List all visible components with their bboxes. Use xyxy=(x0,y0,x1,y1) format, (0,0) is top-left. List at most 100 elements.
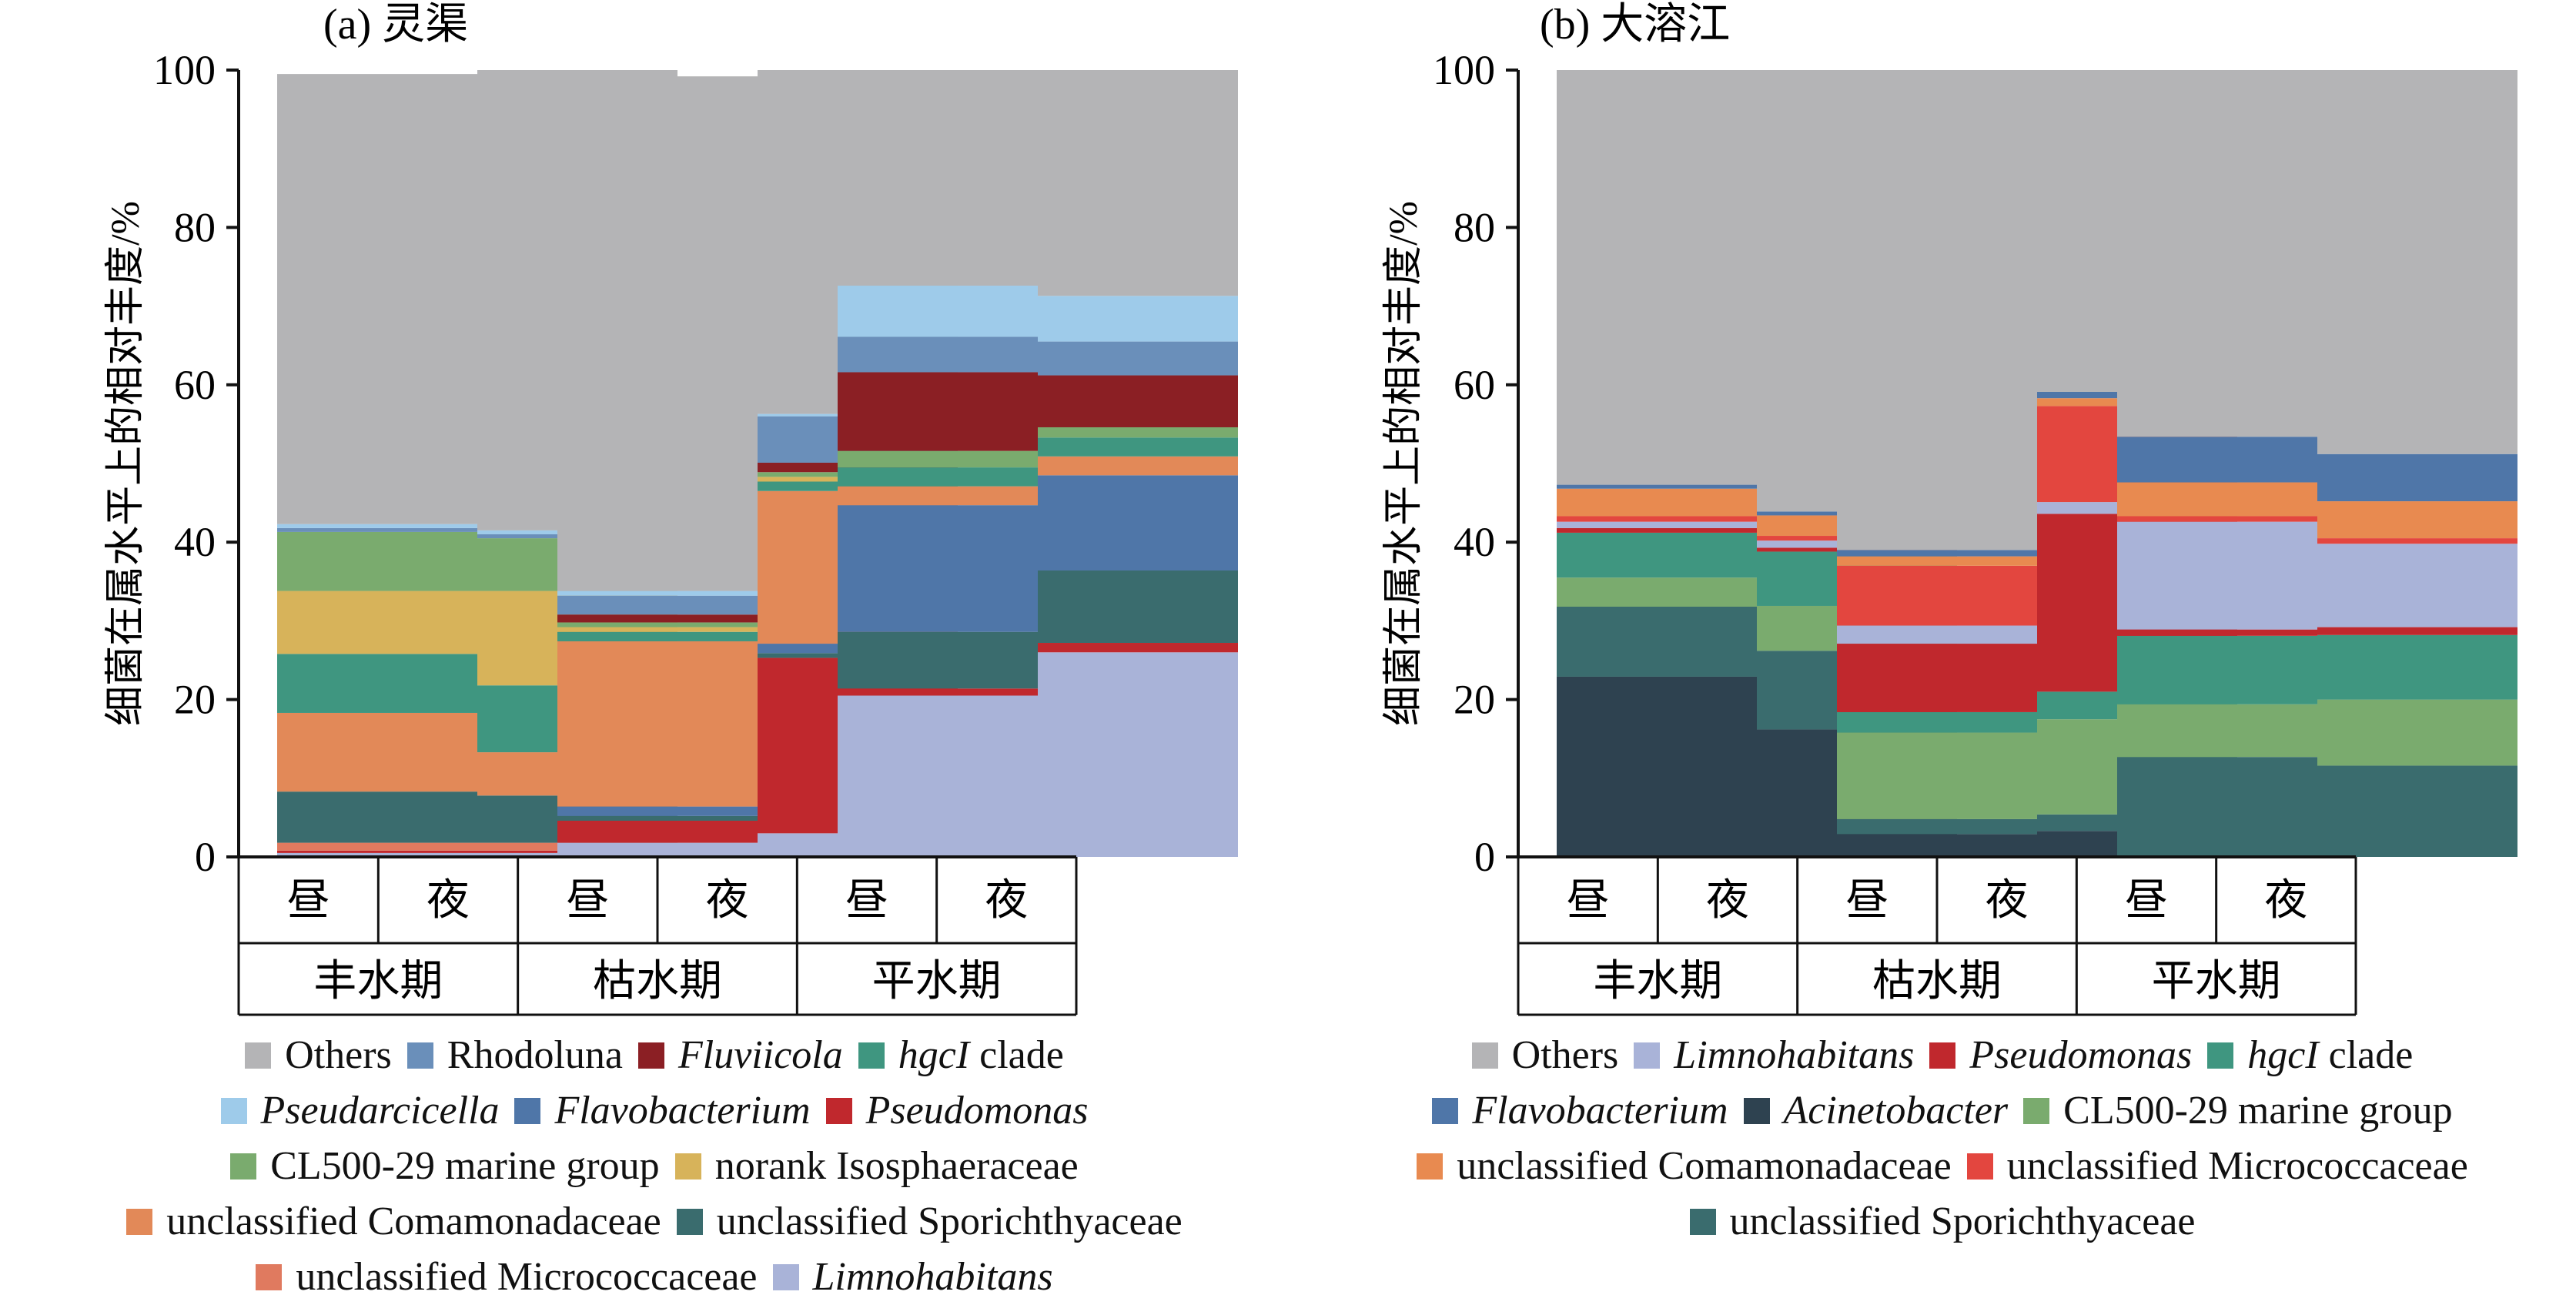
legend-item: Fluviicola xyxy=(638,1028,843,1083)
bar-segment-b-0-unclassified-sporichthyaceae xyxy=(1557,607,1757,677)
legend-swatch xyxy=(1929,1042,1956,1069)
legend-a: Others Rhodoluna Fluviicola hgcI clade Pseud… xyxy=(0,1028,1309,1305)
bar-segment-b-5-unclassified-comamonadaceae xyxy=(2317,501,2517,539)
bar-segment-a-5-pseudomonas xyxy=(1038,643,1238,653)
legend-row: Pseudarcicella Flavobacterium Pseudomonas xyxy=(0,1083,1309,1139)
bar-segment-b-4-pseudomonas xyxy=(2117,629,2317,636)
bar-segment-a-4-unclassified-sporichthyaceae xyxy=(838,631,1038,689)
bar-segment-b-4-others xyxy=(2117,70,2317,437)
y-tick-label-a-100: 100 xyxy=(153,47,216,93)
bar-segment-a-0-unclassified-micrococcaceae xyxy=(277,842,477,851)
bar-segment-a-2-norank-isosphaeraceae xyxy=(557,627,758,632)
legend-swatch xyxy=(1966,1153,1993,1180)
bar-segment-b-4-cl500-29-marine-group xyxy=(2117,704,2317,758)
x-category-label-a-2: 昼 xyxy=(566,875,609,925)
bar-segment-a-5-flavobacterium xyxy=(1038,475,1238,571)
legend-row: CL500-29 marine group norank Isosphaerace… xyxy=(0,1139,1309,1194)
bar-segment-a-5-unclassified-comamonadaceae xyxy=(1038,456,1238,476)
x-group-label-a-1: 枯水期 xyxy=(593,956,722,1006)
bar-segment-b-2-unclassified-micrococcaceae xyxy=(1837,565,2037,626)
bar-segment-a-0-others xyxy=(277,74,477,524)
legend-label: unclassified Micrococcaceae xyxy=(2006,1144,2468,1188)
legend-swatch xyxy=(230,1153,257,1180)
y-axis-label-b: 细菌在属水平上的相对丰度/% xyxy=(1382,201,1426,726)
bar-segment-a-2-limnohabitans xyxy=(557,842,758,857)
bar-segment-a-2-unclassified-comamonadaceae xyxy=(557,641,758,807)
legend-label: unclassified Micrococcaceae xyxy=(296,1255,758,1299)
bar-segment-b-2-flavobacterium xyxy=(1837,550,2037,557)
bar-segment-b-2-pseudomonas xyxy=(1837,644,2037,712)
legend-item: unclassified Micrococcaceae xyxy=(1966,1139,2468,1194)
legend-label: norank Isosphaeraceae xyxy=(714,1144,1079,1188)
legend-swatch xyxy=(1471,1042,1498,1069)
legend-item: Limnohabitans xyxy=(772,1250,1053,1305)
bar-segment-a-5-hgci-clade xyxy=(1038,437,1238,457)
legend-label: Flavobacterium xyxy=(1472,1089,1728,1133)
bar-segment-b-5-pseudomonas xyxy=(2317,627,2517,635)
bar-segment-a-4-hgci-clade xyxy=(838,467,1038,487)
bar-segment-a-4-pseudomonas xyxy=(838,688,1038,696)
x-group-label-b-0: 丰水期 xyxy=(1593,956,1722,1006)
legend-swatch xyxy=(1689,1209,1716,1236)
bar-segment-b-5-hgci-clade xyxy=(2317,634,2517,700)
legend-swatch xyxy=(674,1153,701,1180)
y-tick-label-a-0: 0 xyxy=(195,834,216,880)
x-group-label-a-2: 平水期 xyxy=(872,956,1002,1006)
bar-segment-a-2-unclassified-sporichthyaceae xyxy=(557,815,758,821)
legend-item: unclassified Sporichthyaceae xyxy=(1689,1194,2196,1250)
x-category-label-a-0: 昼 xyxy=(287,875,330,925)
bar-segment-a-4-rhodoluna xyxy=(838,336,1038,373)
legend-label: hgcI clade xyxy=(898,1033,1064,1077)
legend-label: unclassified Sporichthyaceae xyxy=(1729,1200,2196,1243)
bar-segment-a-2-others xyxy=(557,76,758,591)
bar-segment-b-0-others xyxy=(1557,70,1757,485)
bar-segment-b-4-hgci-clade xyxy=(2117,635,2317,704)
y-tick-label-b-40: 40 xyxy=(1454,519,1495,565)
bar-segment-a-0-pseudarcicella xyxy=(277,524,477,528)
x-category-label-b-5: 夜 xyxy=(2264,875,2307,925)
x-category-label-b-0: 昼 xyxy=(1567,875,1610,925)
legend-item: CL500-29 marine group xyxy=(2023,1083,2453,1139)
bar-segment-a-2-cl500-29-marine-group xyxy=(557,622,758,627)
x-category-label-a-1: 夜 xyxy=(427,875,470,925)
legend-label: unclassified Sporichthyaceae xyxy=(716,1200,1183,1243)
bar-segment-b-0-flavobacterium xyxy=(1557,484,1757,489)
legend-label: Limnohabitans xyxy=(812,1255,1053,1299)
legend-item: hgcI clade xyxy=(858,1028,1064,1083)
bar-segment-a-0-norank-isosphaeraceae xyxy=(277,591,477,654)
legend-label: Pseudomonas xyxy=(1969,1033,2193,1077)
bar-segment-a-2-rhodoluna xyxy=(557,595,758,615)
bar-segment-a-2-pseudarcicella xyxy=(557,591,758,596)
legend-swatch xyxy=(2023,1098,2050,1125)
legend-label: Limnohabitans xyxy=(1674,1033,1915,1077)
x-category-label-a-5: 夜 xyxy=(985,875,1028,925)
bar-segment-a-4-cl500-29-marine-group xyxy=(838,450,1038,468)
bar-segment-a-0-hgci-clade xyxy=(277,654,477,713)
legend-row: Flavobacterium Acinetobacter CL500-29 mari… xyxy=(1309,1083,2576,1139)
bar-segment-b-4-unclassified-sporichthyaceae xyxy=(2117,757,2317,857)
bar-segment-b-2-unclassified-sporichthyaceae xyxy=(1837,818,2037,835)
bar-segment-a-5-pseudarcicella xyxy=(1038,296,1238,342)
bar-segment-b-2-limnohabitans xyxy=(1837,625,2037,644)
legend-row: Others Limnohabitans Pseudomonas hgcI clade xyxy=(1309,1028,2576,1083)
x-category-label-b-1: 夜 xyxy=(1706,875,1749,925)
bar-segment-b-2-unclassified-comamonadaceae xyxy=(1837,556,2037,566)
legend-swatch xyxy=(825,1098,852,1125)
legend-item: Pseudomonas xyxy=(825,1083,1088,1139)
y-tick-label-b-80: 80 xyxy=(1454,204,1495,250)
legend-label: Others xyxy=(1511,1033,1619,1077)
bar-segment-a-5-others xyxy=(1038,70,1238,296)
bar-segment-b-2-hgci-clade xyxy=(1837,711,2037,733)
legend-label: unclassified Comamonadaceae xyxy=(1457,1144,1952,1188)
y-tick-label-a-80: 80 xyxy=(174,204,216,250)
bar-segment-b-2-acinetobacter xyxy=(1837,834,2037,857)
legend-item: unclassified Comamonadaceae xyxy=(1417,1139,1952,1194)
legend-swatch xyxy=(772,1264,799,1291)
legend-swatch xyxy=(638,1042,665,1069)
bar-segment-b-4-unclassified-comamonadaceae xyxy=(2117,482,2317,517)
x-category-label-a-3: 夜 xyxy=(706,875,749,925)
legend-row: unclassified Comamonadaceae unclassified … xyxy=(0,1194,1309,1250)
x-group-label-b-2: 平水期 xyxy=(2152,956,2281,1006)
legend-swatch xyxy=(406,1042,433,1069)
bar-segment-a-0-pseudomonas xyxy=(277,850,477,853)
